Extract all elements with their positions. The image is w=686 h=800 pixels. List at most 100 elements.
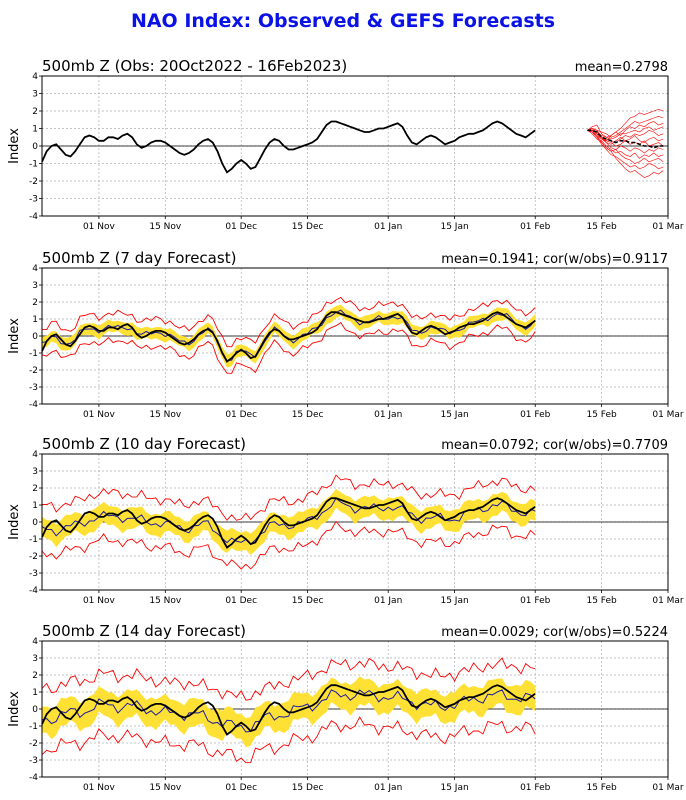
y-tick-label: -4: [29, 773, 38, 783]
observed-line: [41, 497, 536, 549]
forecast-mean-line: [41, 497, 536, 545]
x-tick-label: 01 Mar: [652, 596, 684, 606]
y-tick-label: -3: [29, 569, 38, 579]
y-tick-label: -4: [29, 212, 38, 222]
envelope-upper-line: [41, 296, 536, 348]
x-tick-label: 01 Mar: [652, 222, 684, 232]
y-axis-label: Index: [7, 128, 22, 164]
envelope-upper-line: [41, 474, 536, 521]
envelope-lower-line: [41, 716, 536, 764]
y-tick-label: 3: [32, 281, 38, 291]
envelope-lower-line: [41, 520, 536, 570]
ensemble-member-line: [587, 130, 664, 154]
x-tick-label: 01 Nov: [83, 410, 116, 420]
spread-band: [42, 489, 536, 555]
y-tick-label: 1: [32, 501, 38, 511]
y-tick-label: 2: [32, 671, 38, 681]
y-tick-label: -2: [29, 177, 38, 187]
y-tick-label: -1: [29, 349, 38, 359]
y-tick-label: 3: [32, 654, 38, 664]
x-tick-label: 15 Nov: [149, 222, 182, 232]
x-tick-label: 15 Nov: [149, 783, 182, 793]
y-tick-label: -4: [29, 400, 38, 410]
observed-line: [41, 684, 536, 736]
x-tick-label: 15 Jan: [440, 783, 468, 793]
panel-title: 500mb Z (Obs: 20Oct2022 - 16Feb2023): [42, 57, 347, 75]
x-tick-label: 01 Feb: [520, 596, 551, 606]
x-tick-label: 01 Feb: [520, 222, 551, 232]
x-tick-label: 15 Dec: [292, 783, 324, 793]
x-tick-label: 01 Nov: [83, 222, 116, 232]
y-tick-label: 3: [32, 467, 38, 477]
x-tick-label: 01 Feb: [520, 410, 551, 420]
y-tick-label: 3: [32, 90, 38, 100]
panel-stats: mean=0.0792; cor(w/obs)=0.7709: [441, 438, 668, 453]
y-tick-label: 0: [32, 332, 38, 342]
ensemble-member-line: [587, 130, 664, 170]
ensemble-member-line: [587, 130, 664, 145]
y-tick-label: -4: [29, 586, 38, 596]
x-tick-label: 15 Dec: [292, 222, 324, 232]
y-tick-label: -1: [29, 535, 38, 545]
ensemble-member-line: [587, 130, 664, 178]
envelope-upper-line: [41, 657, 536, 701]
x-tick-label: 01 Dec: [225, 222, 257, 232]
y-tick-label: 2: [32, 484, 38, 494]
y-tick-label: 4: [32, 450, 38, 460]
y-tick-label: 2: [32, 107, 38, 117]
x-tick-label: 01 Jan: [374, 222, 402, 232]
ensemble-member-line: [587, 130, 664, 164]
x-tick-label: 01 Dec: [225, 783, 257, 793]
x-tick-label: 01 Jan: [374, 410, 402, 420]
ensemble-member-line: [587, 115, 664, 138]
x-tick-label: 15 Dec: [292, 410, 324, 420]
y-tick-label: -1: [29, 722, 38, 732]
panel-stats: mean=0.2798: [575, 60, 668, 75]
panel-title: 500mb Z (7 day Forecast): [42, 249, 236, 267]
observed-line: [41, 120, 536, 174]
y-tick-label: 1: [32, 688, 38, 698]
x-tick-label: 01 Nov: [83, 783, 116, 793]
y-axis-label: Index: [7, 318, 22, 354]
ensemble-mean-line: [587, 129, 664, 149]
x-tick-label: 01 Mar: [652, 410, 684, 420]
plot-frame: [41, 75, 669, 217]
envelope-lower-line: [41, 321, 536, 374]
x-tick-label: 01 Nov: [83, 596, 116, 606]
y-axis-label: Index: [7, 504, 22, 540]
y-tick-label: 0: [32, 705, 38, 715]
y-tick-label: 1: [32, 315, 38, 325]
observed-line: [41, 311, 536, 363]
x-tick-label: 15 Nov: [149, 410, 182, 420]
y-tick-label: -2: [29, 366, 38, 376]
x-tick-label: 01 Dec: [225, 410, 257, 420]
x-tick-label: 15 Feb: [586, 222, 617, 232]
x-tick-label: 15 Nov: [149, 596, 182, 606]
x-tick-label: 15 Feb: [586, 783, 617, 793]
plot-frame: [41, 640, 669, 778]
x-tick-label: 15 Dec: [292, 596, 324, 606]
y-tick-label: 4: [32, 264, 38, 274]
y-tick-label: -2: [29, 739, 38, 749]
forecast-mean-line: [41, 689, 536, 733]
y-tick-label: 0: [32, 518, 38, 528]
x-tick-label: 01 Jan: [374, 596, 402, 606]
y-tick-label: -3: [29, 195, 38, 205]
ensemble-member-line: [587, 108, 664, 138]
x-tick-label: 15 Jan: [440, 222, 468, 232]
page-title: NAO Index: Observed & GEFS Forecasts: [130, 10, 556, 32]
panel-title: 500mb Z (14 day Forecast): [42, 622, 246, 640]
ensemble-member-line: [587, 121, 664, 142]
x-tick-label: 15 Jan: [440, 410, 468, 420]
y-tick-label: 4: [32, 72, 38, 82]
y-tick-label: 4: [32, 637, 38, 647]
x-tick-label: 01 Jan: [374, 783, 402, 793]
x-tick-label: 15 Feb: [586, 410, 617, 420]
spread-band: [42, 304, 536, 368]
x-tick-label: 01 Dec: [225, 596, 257, 606]
x-tick-label: 15 Jan: [440, 596, 468, 606]
y-tick-label: -3: [29, 756, 38, 766]
panel-stats: mean=0.1941; cor(w/obs)=0.9117: [441, 252, 668, 267]
y-tick-label: -2: [29, 552, 38, 562]
